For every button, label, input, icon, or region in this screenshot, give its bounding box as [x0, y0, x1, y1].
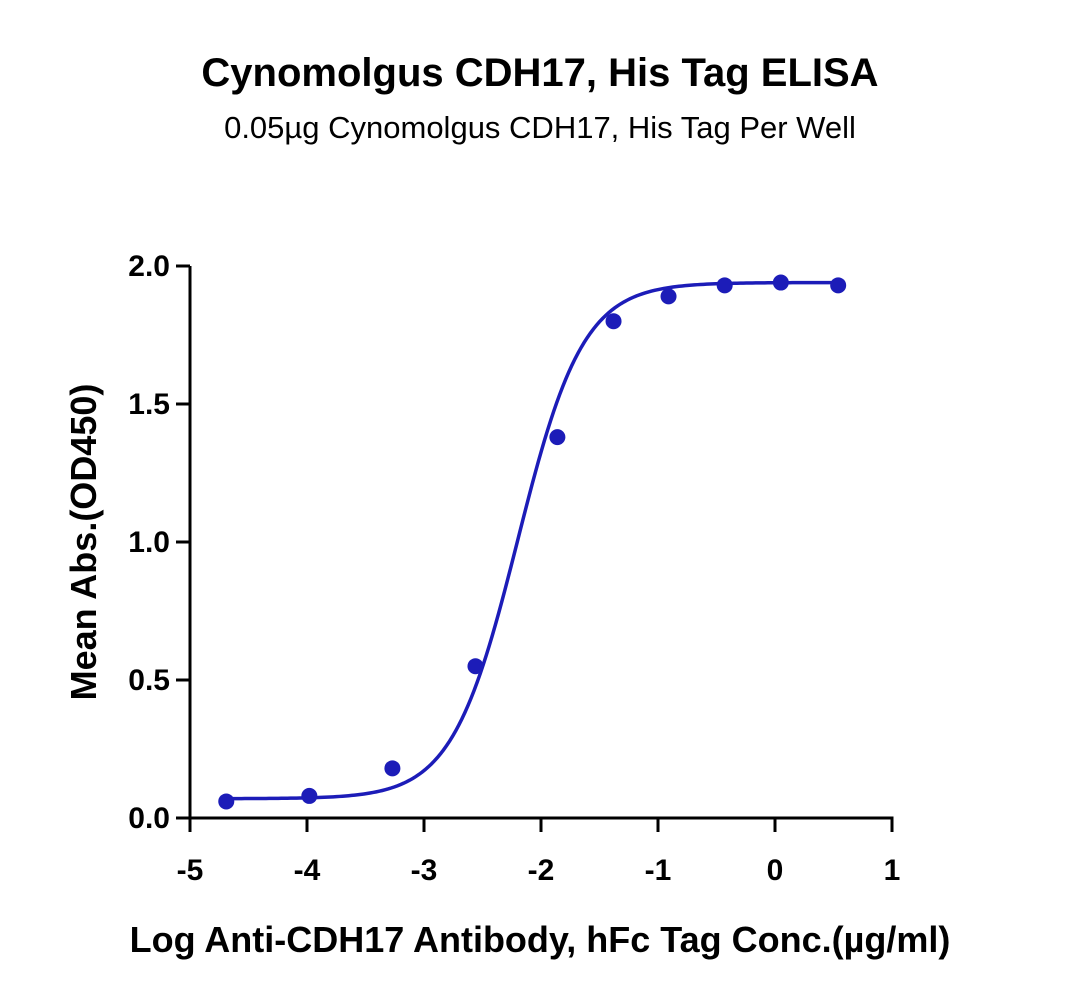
y-tick-label: 1.0 [128, 526, 170, 559]
fit-curve-layer [226, 280, 839, 801]
axes: 0.0 0.5 1.0 1.5 2.0 -5 -4 -3 -2 -1 0 1 [128, 250, 900, 887]
y-tick-label: 1.5 [128, 388, 170, 421]
data-point [716, 277, 733, 294]
x-tick-label: -4 [294, 854, 321, 887]
x-tick-label: 0 [767, 854, 784, 887]
chart-subtitle: 0.05µg Cynomolgus CDH17, His Tag Per Wel… [224, 110, 856, 145]
data-point [218, 793, 235, 810]
data-point [605, 313, 622, 330]
x-tick-label: 1 [884, 854, 901, 887]
data-point [660, 288, 677, 305]
data-point [772, 274, 789, 291]
y-tick-label: 2.0 [128, 250, 170, 283]
data-point [830, 277, 847, 294]
data-points-layer [218, 274, 847, 810]
data-point [549, 429, 566, 446]
y-axis-label: Mean Abs.(OD450) [63, 384, 104, 701]
x-tick-label: -3 [411, 854, 438, 887]
chart-title: Cynomolgus CDH17, His Tag ELISA [201, 51, 878, 95]
fit-curve-line [226, 280, 839, 801]
data-point [384, 760, 401, 777]
x-tick-label: -1 [645, 854, 672, 887]
y-tick-label: 0.0 [128, 802, 170, 835]
x-tick-label: -2 [528, 854, 555, 887]
x-axis-label: Log Anti-CDH17 Antibody, hFc Tag Conc.(µ… [130, 919, 951, 960]
x-tick-label: -5 [177, 854, 204, 887]
data-point [301, 787, 318, 804]
data-point [467, 658, 484, 675]
y-tick-label: 0.5 [128, 664, 170, 697]
